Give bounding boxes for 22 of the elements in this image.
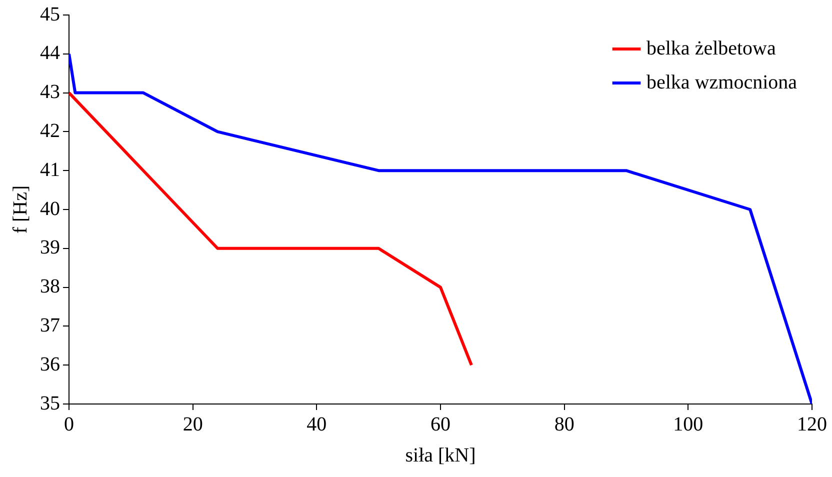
x-tick-label: 0 bbox=[64, 413, 74, 436]
y-tick-label: 40 bbox=[40, 198, 60, 220]
y-tick-label: 44 bbox=[40, 42, 60, 64]
x-tick-label: 120 bbox=[797, 413, 827, 436]
x-tick-label: 40 bbox=[306, 413, 327, 436]
legend-label: belka wzmocniona bbox=[646, 71, 798, 94]
y-tick-label: 35 bbox=[40, 392, 60, 414]
y-tick-label: 43 bbox=[40, 81, 60, 104]
y-tick-label: 45 bbox=[40, 3, 60, 26]
x-tick-label: 60 bbox=[430, 413, 450, 436]
y-tick-label: 36 bbox=[40, 353, 60, 376]
x-tick-label: 20 bbox=[182, 413, 203, 436]
y-tick-label: 38 bbox=[40, 276, 60, 298]
y-tick-label: 39 bbox=[40, 236, 60, 259]
y-tick-label: 42 bbox=[40, 120, 60, 142]
x-tick-label: 100 bbox=[673, 413, 704, 436]
x-axis-title: siła [kN] bbox=[405, 444, 476, 466]
x-tick-label: 80 bbox=[554, 413, 574, 436]
legend-label: belka żelbetowa bbox=[646, 37, 776, 60]
y-tick-label: 37 bbox=[40, 314, 60, 336]
y-axis-title: f [Hz] bbox=[9, 185, 32, 234]
y-tick-label: 41 bbox=[40, 158, 60, 181]
